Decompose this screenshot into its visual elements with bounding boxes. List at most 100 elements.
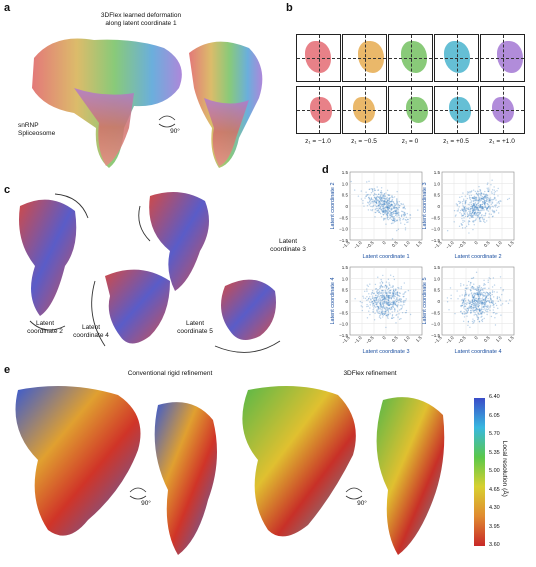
scatter-point bbox=[487, 281, 489, 284]
scatter-point bbox=[393, 289, 395, 292]
scatter-point bbox=[473, 297, 475, 299]
scatter-point bbox=[468, 223, 470, 226]
scatter-point bbox=[485, 301, 488, 303]
scatter-point bbox=[474, 298, 476, 301]
scatter-point bbox=[380, 313, 382, 316]
scatter-point bbox=[386, 291, 388, 294]
scatter-point bbox=[383, 297, 385, 299]
scatter-point bbox=[478, 210, 481, 212]
scatter-point bbox=[375, 299, 377, 301]
scatter-point bbox=[482, 302, 485, 305]
scatter-point bbox=[387, 307, 389, 309]
scatter-point bbox=[481, 302, 483, 304]
scatter-point bbox=[472, 206, 475, 208]
scatter-point bbox=[481, 320, 484, 323]
scatter-point bbox=[476, 308, 479, 311]
scatter-point bbox=[474, 292, 476, 294]
scatter-point bbox=[380, 197, 383, 199]
scatter-point bbox=[387, 209, 390, 211]
scatter-point bbox=[385, 301, 387, 303]
scatter-point bbox=[497, 187, 499, 190]
scatter-point bbox=[381, 303, 384, 305]
scatter-point bbox=[486, 200, 488, 202]
panel-b-density-blob bbox=[305, 41, 331, 73]
panel-b-density-blob bbox=[358, 41, 384, 73]
panel-e-title-right: 3DFlex refinement bbox=[343, 370, 397, 377]
scatter-point bbox=[489, 305, 492, 307]
scatter-point bbox=[461, 208, 463, 210]
scatter-point bbox=[388, 304, 390, 307]
scatter-point bbox=[477, 203, 479, 205]
scatter-point bbox=[474, 199, 477, 201]
scatter-point bbox=[489, 197, 492, 199]
scatter-point bbox=[486, 207, 488, 210]
scatter-point bbox=[481, 218, 484, 220]
scatter-point bbox=[383, 294, 385, 296]
scatter-point bbox=[386, 201, 388, 203]
scatter-point bbox=[354, 298, 356, 300]
scatter-point bbox=[484, 299, 487, 302]
scatter-point bbox=[401, 203, 403, 206]
scatter-point bbox=[482, 196, 485, 199]
scatter-point bbox=[460, 285, 462, 287]
scatter-point bbox=[483, 301, 486, 303]
scatter-point bbox=[480, 220, 482, 223]
scatter-point bbox=[490, 203, 493, 205]
scatter-point bbox=[491, 300, 493, 302]
scatter-point bbox=[481, 288, 484, 290]
scatter-point bbox=[468, 204, 471, 206]
scatter-point bbox=[466, 315, 468, 317]
panel-b-crop bbox=[296, 34, 341, 82]
scatter-point bbox=[370, 197, 373, 199]
scatter-point bbox=[483, 283, 485, 285]
scatter-point bbox=[382, 219, 385, 221]
scatter-point bbox=[366, 299, 368, 301]
scatter-point bbox=[384, 291, 387, 293]
scatter-point bbox=[488, 213, 490, 215]
scatter-point bbox=[467, 222, 470, 224]
scatter-point bbox=[398, 200, 401, 203]
scatter-point bbox=[475, 303, 478, 305]
scatter-point bbox=[473, 294, 476, 297]
scatter-point bbox=[464, 292, 467, 295]
panel-a-title-line1: 3DFlex learned deformation bbox=[100, 12, 182, 19]
scatter-point bbox=[378, 211, 381, 213]
scatter-point bbox=[392, 292, 394, 295]
panel-b-crop bbox=[342, 34, 387, 82]
scatter-point bbox=[381, 280, 383, 283]
scatter-point bbox=[473, 321, 475, 324]
scatter-point bbox=[381, 299, 383, 301]
scatter-point bbox=[398, 295, 401, 298]
scatter-point bbox=[459, 200, 461, 203]
scatter-point bbox=[372, 302, 375, 305]
scatter-point bbox=[391, 199, 393, 202]
scatter-point bbox=[376, 298, 378, 300]
scatter-point bbox=[396, 207, 398, 209]
x-tick-label: −1.5 bbox=[341, 335, 351, 345]
scatter-point bbox=[394, 208, 396, 210]
scatter-point bbox=[465, 294, 468, 296]
scatter-point bbox=[474, 211, 476, 214]
scatter-point bbox=[382, 207, 384, 209]
scatter-point bbox=[371, 300, 373, 303]
scatter-point bbox=[396, 201, 398, 204]
scatter-point bbox=[387, 210, 389, 213]
scatter-point bbox=[497, 307, 499, 310]
scatter-point bbox=[473, 320, 476, 322]
scatter-point bbox=[462, 208, 464, 210]
scatter-point bbox=[371, 297, 374, 299]
scatter-point bbox=[472, 209, 474, 211]
scatter-point bbox=[385, 223, 387, 225]
scatter-point bbox=[484, 294, 487, 296]
scatter-point bbox=[477, 216, 479, 219]
scatter-point bbox=[479, 190, 481, 192]
panel-b-crop bbox=[388, 86, 433, 134]
y-tick-label: −1.0 bbox=[431, 322, 440, 327]
scatter-point bbox=[388, 207, 390, 209]
scatter-point bbox=[396, 220, 398, 222]
scatter-point bbox=[395, 212, 397, 215]
scatter-point bbox=[367, 193, 369, 196]
scatter-point bbox=[486, 208, 488, 210]
scatter-point bbox=[462, 214, 464, 217]
scatter-point bbox=[478, 185, 480, 188]
